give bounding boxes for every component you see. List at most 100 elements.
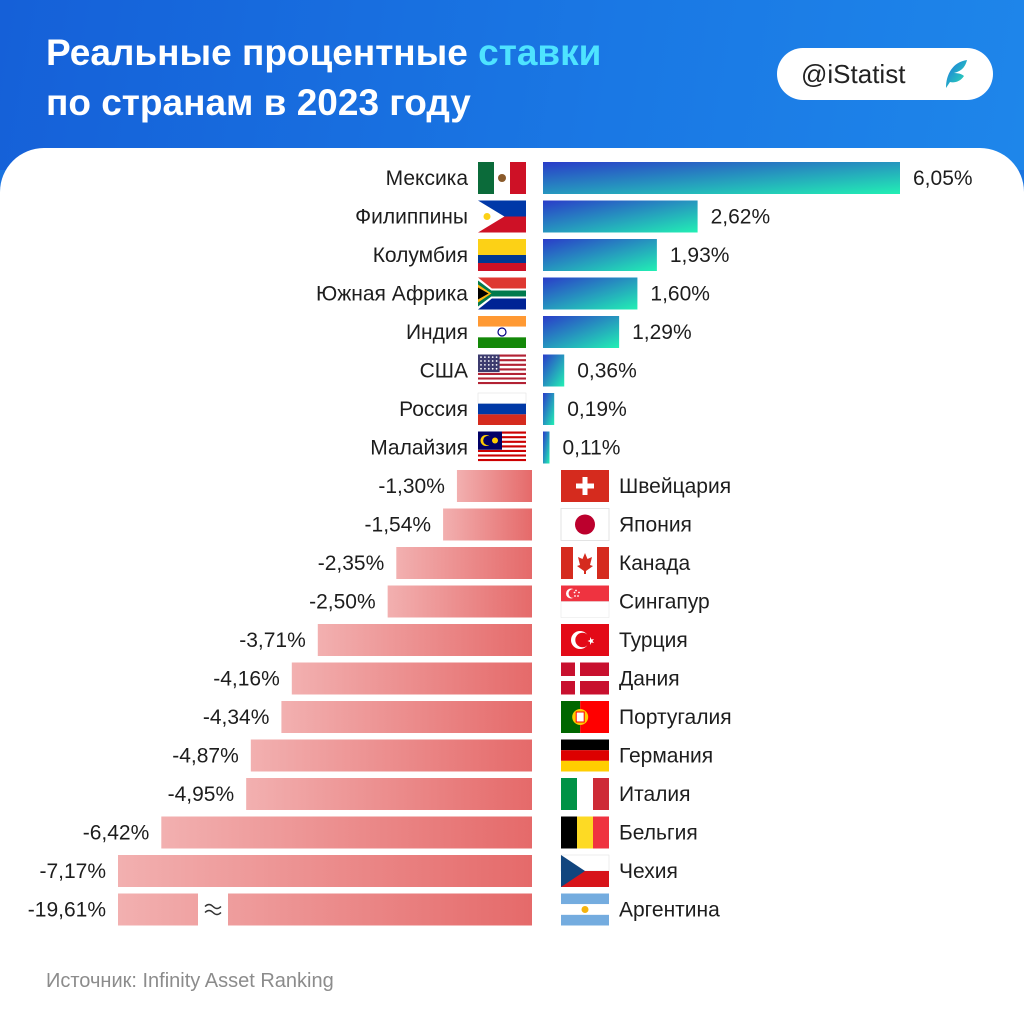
title-accent: ставки (478, 32, 602, 73)
header: Реальные процентные ставки по странам в … (0, 0, 1024, 170)
singapore-flag (560, 585, 610, 618)
country-label: Германия (619, 745, 713, 768)
chart-row: 1,29% Индия (406, 316, 692, 348)
axis-break-icon (204, 903, 222, 916)
value-label: -3,71% (239, 629, 306, 652)
value-label: 1,93% (670, 244, 730, 267)
value-label: -4,34% (203, 706, 270, 729)
chart-row: 1,93% Колумбия (373, 239, 730, 271)
leaf-logo-icon (946, 60, 967, 88)
bar-negative (317, 624, 532, 656)
chart-row: 2,62% Филиппины (355, 200, 770, 233)
chart-row: -6,42% Бельгия (83, 816, 698, 849)
bar-negative (246, 778, 533, 810)
bar-positive (543, 354, 565, 387)
chart-row: -4,16% Дания (213, 662, 680, 695)
bar-negative (161, 816, 533, 849)
chart-row: 0,11% Малайзия (370, 431, 620, 464)
value-label: 0,36% (577, 360, 637, 383)
bar-negative (443, 508, 532, 541)
country-label: Малайзия (370, 437, 468, 460)
bar-negative (118, 855, 532, 887)
country-label: Португалия (619, 706, 732, 729)
country-label: Мексика (386, 167, 469, 190)
value-label: 1,29% (632, 321, 692, 344)
title-line2: по странам в 2023 году (46, 82, 471, 123)
country-label: Япония (619, 514, 692, 537)
country-label: Аргентина (619, 899, 720, 922)
country-label: США (420, 360, 468, 383)
value-label: -1,30% (378, 475, 445, 498)
bar-positive (543, 431, 550, 464)
country-label: Чехия (619, 860, 678, 883)
chart-row: -3,71% Турция (239, 624, 688, 656)
source-note: Источник: Infinity Asset Ranking (46, 970, 334, 992)
czechia-flag (560, 854, 610, 887)
mexico-flag (478, 162, 526, 194)
value-label: -4,87% (172, 745, 239, 768)
colombia-flag (478, 239, 526, 271)
bar-negative (387, 585, 532, 618)
country-label: Италия (619, 783, 691, 806)
bar-positive (543, 316, 620, 348)
country-label: Россия (399, 398, 468, 421)
value-label: -7,17% (39, 860, 106, 883)
title-part1: Реальные процентные (46, 32, 479, 73)
chart-row: -1,54% Япония (365, 508, 692, 541)
page-title: Реальные процентные ставки по странам в … (46, 28, 601, 128)
value-label: -4,95% (168, 783, 235, 806)
bar-negative (396, 547, 532, 579)
chart-row: -7,17% Чехия (39, 854, 678, 887)
bar-positive (543, 162, 900, 194)
bar-chart: 6,05%Мексика2,62%Филиппины1,93%Колумбия1… (28, 162, 973, 927)
argentina-flag (561, 893, 609, 926)
chart-row: -2,50% Сингапур (309, 585, 710, 618)
country-label: Бельгия (619, 822, 698, 845)
bar-negative (118, 893, 532, 926)
value-label: 0,11% (562, 437, 620, 460)
bar-positive (543, 393, 555, 425)
value-label: 6,05% (913, 167, 973, 190)
switzerland-flag (561, 470, 609, 502)
bar-negative (250, 739, 532, 772)
value-label: -1,54% (365, 514, 432, 537)
bar-negative (281, 701, 532, 733)
chart-panel: 6,05% Мексика 2,62% Филиппины 1,93% Колумбия 1… (0, 148, 1024, 1024)
bar-negative (291, 662, 532, 695)
chart-row: -4,95% Италия (168, 778, 691, 810)
chart-row: -2,35% Канада (318, 547, 690, 579)
chart-row: -1,30% Швейцария (378, 470, 731, 502)
bar-positive (543, 277, 638, 310)
country-label: Дания (619, 668, 680, 691)
country-label: Филиппины (355, 206, 468, 229)
country-label: Швейцария (619, 475, 731, 498)
russia-flag (477, 392, 527, 425)
value-label: -2,35% (318, 552, 385, 575)
chart-row: -19,61% Аргентина (28, 892, 720, 927)
brand-badge[interactable]: @iStatist (777, 48, 993, 100)
chart-row: 0,36% США (420, 354, 637, 387)
bar-negative (456, 470, 532, 502)
brand-name: @iStatist (801, 59, 906, 89)
portugal-flag (561, 701, 609, 733)
chart-row: 1,60% Южная Африка (316, 277, 710, 310)
usa-flag (478, 354, 526, 387)
chart-row: -4,87% Германия (172, 739, 713, 772)
value-label: 1,60% (650, 283, 710, 306)
turkey-flag (561, 624, 609, 656)
japan-flag (560, 508, 610, 541)
country-label: Канада (619, 552, 690, 575)
canada-flag (561, 547, 609, 579)
germany-flag (561, 739, 609, 772)
country-label: Индия (406, 321, 468, 344)
bar-positive (543, 239, 657, 271)
italy-flag (561, 778, 609, 810)
country-label: Турция (619, 629, 688, 652)
country-label: Сингапур (619, 591, 710, 614)
bar-positive (543, 200, 698, 233)
india-flag (478, 316, 526, 348)
chart-row: -4,34% Португалия (203, 701, 732, 733)
chart-row: 6,05% Мексика (386, 162, 973, 194)
belgium-flag (561, 816, 609, 849)
value-label: -4,16% (213, 668, 280, 691)
